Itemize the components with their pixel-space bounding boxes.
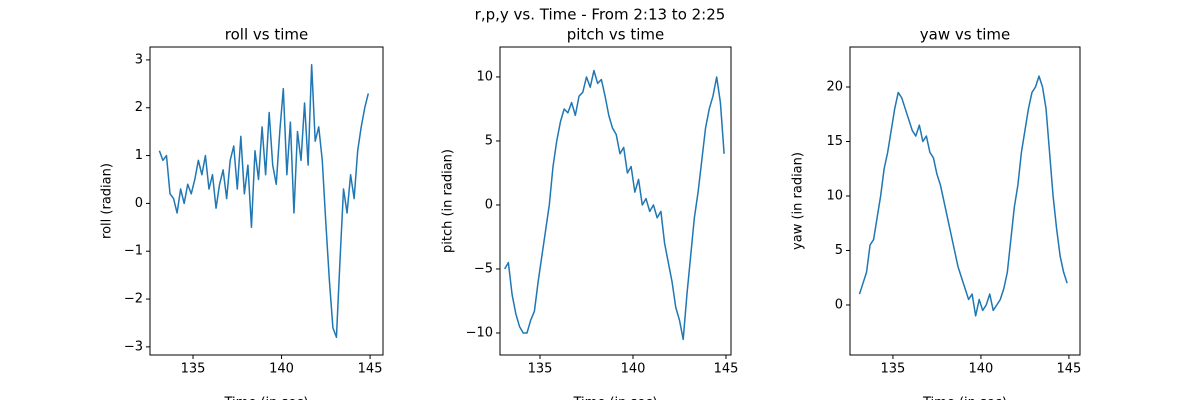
y-tick-label: −5 xyxy=(474,261,493,276)
y-tick-label: 1 xyxy=(135,148,143,163)
y-tick-label: −10 xyxy=(466,325,493,340)
y-tick-label: 20 xyxy=(826,79,843,94)
y-axis-label: pitch (in radian) xyxy=(441,149,456,253)
y-tick-label: 2 xyxy=(135,100,143,115)
axes-title: yaw vs time xyxy=(920,26,1010,44)
y-tick-label: 0 xyxy=(135,196,143,211)
x-tick-label: 145 xyxy=(714,362,739,377)
x-tick-label: 140 xyxy=(969,362,994,377)
figure-title: r,p,y vs. Time - From 2:13 to 2:25 xyxy=(475,6,726,24)
axes-title: pitch vs time xyxy=(567,26,664,44)
x-tick-label: 140 xyxy=(621,362,646,377)
x-tick-label: 135 xyxy=(881,362,906,377)
y-tick-label: 0 xyxy=(485,197,493,212)
y-tick-label: −2 xyxy=(124,292,143,307)
axes-frame xyxy=(499,46,732,356)
y-tick-label: 10 xyxy=(476,69,493,84)
y-tick-label: 10 xyxy=(826,188,843,203)
series-line xyxy=(158,63,370,339)
x-tick-label: 135 xyxy=(528,362,553,377)
x-tick-label: 145 xyxy=(1056,362,1081,377)
x-axis-label: Time (in sec) xyxy=(573,396,658,400)
y-tick-label: 15 xyxy=(826,134,843,149)
y-tick-label: −3 xyxy=(124,339,143,354)
x-tick-label: 145 xyxy=(358,362,383,377)
y-tick-label: 5 xyxy=(485,133,493,148)
y-tick-label: −1 xyxy=(124,244,143,259)
x-tick-label: 135 xyxy=(181,362,206,377)
y-tick-label: 0 xyxy=(835,297,843,312)
y-axis-label: roll (radian) xyxy=(100,163,115,239)
x-tick-label: 140 xyxy=(269,362,294,377)
y-tick-label: 5 xyxy=(835,243,843,258)
x-axis-label: Time (in sec) xyxy=(922,396,1007,400)
axes-frame xyxy=(149,46,384,356)
x-axis-label: Time (in sec) xyxy=(224,396,309,400)
y-tick-label: 3 xyxy=(135,52,143,67)
series-line xyxy=(858,75,1068,317)
series-line xyxy=(504,69,725,341)
axes-frame xyxy=(849,46,1081,356)
y-axis-label: yaw (in radian) xyxy=(791,152,806,250)
axes-title: roll vs time xyxy=(225,26,308,44)
